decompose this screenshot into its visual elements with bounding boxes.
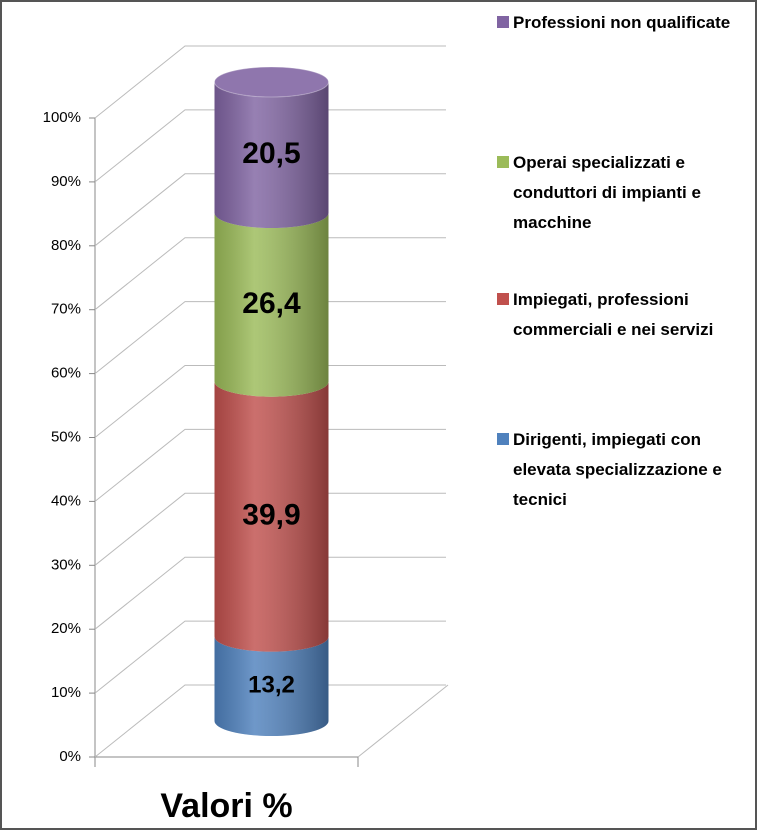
data-label: 20,5 <box>242 137 300 170</box>
y-tick-label: 20% <box>51 620 81 637</box>
floor-edge <box>357 684 449 758</box>
y-tick-label: 0% <box>59 748 81 765</box>
cylinder-top <box>214 66 329 98</box>
data-label: 13,2 <box>248 672 295 699</box>
bar-shade <box>214 636 329 737</box>
legend-entry: Professioni non qualificate <box>513 13 731 32</box>
grid-line <box>94 365 446 438</box>
legend-swatch <box>497 156 509 168</box>
grid-line <box>94 620 446 694</box>
grid-line <box>94 109 446 183</box>
bar-shade <box>214 212 329 397</box>
grid-line <box>94 173 446 247</box>
legend-label: Professioni non qualificate <box>513 13 731 32</box>
y-tick-label: 80% <box>51 237 81 254</box>
legend-entry: Dirigenti, impiegati con elevata special… <box>513 430 722 509</box>
y-tick-label: 90% <box>51 173 81 190</box>
data-label: 39,9 <box>242 499 300 532</box>
y-tick-label: 70% <box>51 301 81 318</box>
grid-line <box>94 684 446 758</box>
y-tick-label: 60% <box>51 365 81 382</box>
y-tick-label: 100% <box>43 109 81 126</box>
legend-label: Dirigenti, impiegati con elevata special… <box>513 430 722 509</box>
y-tick-label: 50% <box>51 428 81 445</box>
grid-line <box>94 237 446 311</box>
bar-shade <box>214 82 329 228</box>
y-tick-label: 30% <box>51 556 81 573</box>
legend-entry: Impiegati, professioni commerciali e nei… <box>513 290 714 339</box>
grid-line <box>94 45 446 119</box>
data-label: 26,4 <box>242 287 301 320</box>
y-tick-label: 40% <box>51 492 81 509</box>
legend-swatch <box>497 293 509 305</box>
grid-line <box>94 492 446 566</box>
grid-line <box>94 556 446 630</box>
y-tick-label: 10% <box>51 684 81 701</box>
cylinder-top-shade <box>214 67 329 97</box>
x-tick-label: Valori % <box>160 787 292 825</box>
legend-swatch <box>497 433 509 445</box>
legend-label: Impiegati, professioni commerciali e nei… <box>513 290 714 339</box>
legend-entry: Operai specializzati e conduttori di imp… <box>513 153 701 232</box>
legend-label: Operai specializzati e conduttori di imp… <box>513 153 701 232</box>
legend-swatch <box>497 16 509 28</box>
grid-line <box>94 428 446 502</box>
bar-shade <box>214 381 329 652</box>
grid-line <box>94 301 446 374</box>
